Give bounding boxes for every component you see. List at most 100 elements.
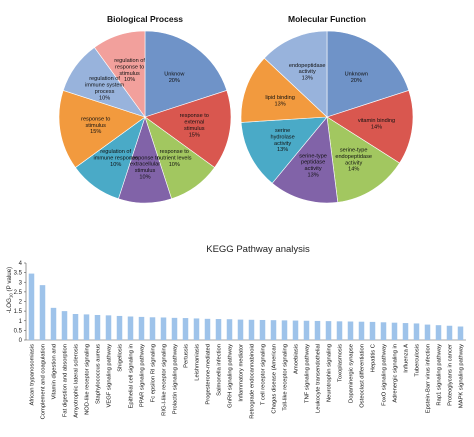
bp-slice-2 [144, 90, 232, 168]
kegg-bar-17 [204, 318, 211, 340]
molecular-function-labels: Unknown 20% vitamin binding 14% serine-type e… [265, 63, 395, 179]
kegg-category-label-3: Vitamin digestion and [52, 344, 58, 399]
kegg-category-labels: African trypanosomiasis Complement and co… [30, 344, 465, 420]
kegg-category-label-7: Staphylococcus aureus [96, 344, 102, 404]
kegg-bar-6 [83, 314, 90, 340]
kegg-category-label-26: TNF signaling pathway [305, 344, 311, 403]
mf-slice-label-6: lipid binding 13% [265, 95, 295, 107]
kegg-bar-5 [72, 314, 79, 340]
kegg-category-label-32: Hepatitis C [371, 344, 377, 372]
kegg-category-label-24: Toll-like receptor signaling [283, 344, 289, 411]
biological-process-slices [58, 30, 232, 204]
kegg-category-label-25: Amoebiasis [294, 344, 300, 374]
mf-slice-2 [326, 90, 414, 164]
kegg-category-label-22: T cell receptor signaling [261, 344, 267, 405]
kegg-category-label-19: GnRH signaling pathway [228, 344, 234, 408]
kegg-bar-40 [457, 326, 464, 340]
mf-slice-label-4: serine-type peptidase activity 13% [299, 153, 327, 178]
biological-process-title: Biological Process [107, 14, 183, 24]
kegg-bar-26 [303, 320, 310, 340]
kegg-category-label-35: Influenza A [404, 344, 410, 373]
kegg-bar-25 [292, 320, 299, 340]
kegg-bar-32 [369, 321, 376, 340]
kegg-category-label-23: Chagas disease (American [272, 344, 278, 414]
kegg-category-label-21: Retrograde endocannabinoid [250, 344, 256, 419]
mf-slice-3 [326, 116, 401, 203]
kegg-bar-13 [160, 317, 167, 340]
kegg-category-label-12: Fc epsilon RI signaling [151, 344, 157, 402]
kegg-category-label-10: Epithelial cell signaling in [129, 344, 135, 408]
kegg-category-label-29: Toxoplasmosis [338, 344, 344, 382]
molecular-function-title: Molecular Function [288, 14, 366, 24]
mf-slice-5 [240, 116, 328, 184]
kegg-bar-39 [446, 325, 453, 340]
kegg-category-label-6: NOD-like receptor signaling [85, 344, 91, 415]
mf-slice-4 [271, 116, 339, 204]
mf-slice-label-1: Unknown 20% [345, 71, 368, 83]
kegg-bar-10 [127, 316, 134, 340]
kegg-category-label-34: Adrenergic signaling in [393, 344, 399, 403]
kegg-category-label-28: Neurotrophin signaling [327, 344, 333, 402]
mf-slice-label-5: serine hydrolase activity 13% [270, 128, 294, 153]
bp-slice-label-1: Unknow 20% [164, 71, 185, 83]
kegg-category-label-17: Progesterone-mediated [206, 344, 212, 405]
bp-slice-8 [94, 30, 146, 118]
kegg-y-tick-label: 1.5 [14, 309, 23, 315]
kegg-category-label-40: MAPK signaling pathway [459, 344, 465, 408]
kegg-y-tick-label: 2 [19, 300, 23, 306]
kegg-category-label-14: Prolactin signaling pathway [173, 344, 179, 414]
kegg-bar-7 [94, 314, 101, 340]
bp-slice-label-3: response to nutrient levels 10% [157, 149, 192, 168]
kegg-category-label-33: FoxO signaling pathway [382, 344, 388, 406]
bp-slice-label-2: response to external stimulus 15% [180, 113, 209, 138]
kegg-bar-4 [61, 311, 68, 341]
kegg-y-tick-label: 3 [19, 280, 23, 286]
bp-slice-label-6: response to stimulus 15% [81, 116, 110, 135]
kegg-y-tick-label: 0 [19, 338, 23, 344]
kegg-bar-35 [402, 323, 409, 340]
kegg-bar-9 [116, 315, 123, 340]
kegg-bar-22 [259, 319, 266, 340]
kegg-category-label-37: Epstein-Barr virus infection [426, 344, 432, 413]
kegg-bar-2 [39, 285, 46, 340]
kegg-bar-24 [281, 320, 288, 340]
bp-slice-label-7: regulation of immune system process 10% [85, 76, 125, 101]
bp-slice-label-5: regulation of immune response 10% [93, 149, 137, 168]
mf-slice-label-7: endopeptidase activity 13% [289, 63, 326, 82]
kegg-bar-14 [171, 317, 178, 340]
biological-process-labels: Unknow 20% response to external stimulus 15% r… [81, 58, 209, 181]
kegg-bar-18 [215, 319, 222, 340]
kegg-bar-20 [237, 319, 244, 340]
kegg-y-tick-label: 3.5 [14, 271, 23, 277]
kegg-bar-19 [226, 319, 233, 340]
kegg-bar-36 [413, 323, 420, 340]
biological-process-pie-chart: Biological Process Unknow 20% response to e… [58, 14, 232, 204]
mf-slice-6 [240, 57, 328, 123]
kegg-category-label-9: Shigellosis [118, 344, 124, 372]
bp-slice-1 [144, 30, 228, 118]
kegg-category-label-18: Salmonella infection [217, 344, 223, 396]
kegg-bar-29 [336, 321, 343, 340]
kegg-category-label-27: Leukocyte transendothelial [316, 344, 322, 413]
kegg-category-label-5: Amyotrophic lateral sclerosis [74, 344, 80, 418]
kegg-category-label-2: Complement and coagulation [41, 344, 47, 419]
kegg-category-label-20: Inflammatory mediator [239, 344, 245, 402]
kegg-bar-1 [28, 273, 35, 340]
kegg-y-tick-label: 1 [19, 319, 23, 325]
kegg-bar-38 [435, 325, 442, 340]
kegg-category-label-1: African trypanosomiasis [30, 344, 36, 406]
kegg-y-axis-label: -LOG10 (P value) [6, 267, 14, 313]
kegg-bar-chart: KEGG Pathway analysis -LOG10 (P value) 0… [6, 244, 466, 419]
kegg-category-label-36: Tuberculosis [415, 344, 421, 377]
kegg-category-label-30: Dopaminergic synapse [349, 344, 355, 403]
kegg-category-label-8: VEGF signaling pathway [107, 344, 113, 408]
kegg-category-label-13: RIG-I-like receptor signaling [162, 344, 168, 416]
kegg-category-label-4: Fat digestion and absorption [63, 344, 69, 417]
kegg-bar-31 [358, 321, 365, 340]
mf-slice-label-2: vitamin binding 14% [358, 118, 395, 130]
kegg-bars [28, 273, 464, 341]
kegg-bar-16 [193, 318, 200, 340]
kegg-bar-21 [248, 319, 255, 340]
kegg-title: KEGG Pathway analysis [206, 244, 310, 255]
